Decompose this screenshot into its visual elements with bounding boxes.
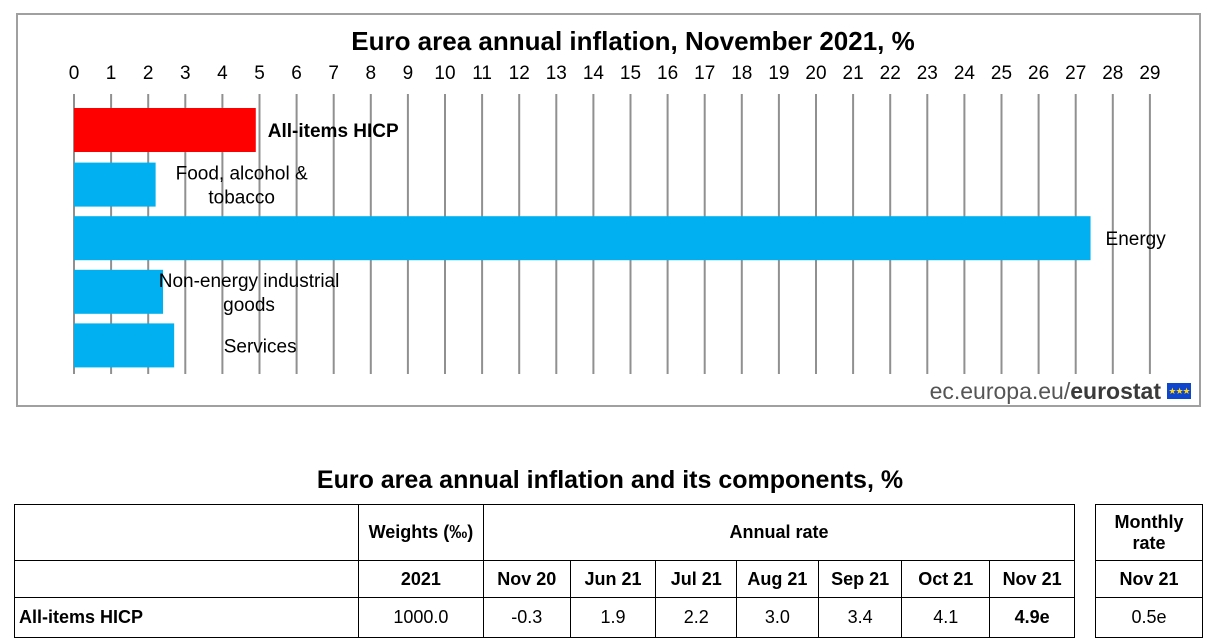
- source-credit-prefix: ec.europa.eu/: [929, 378, 1071, 404]
- x-tick-label: 23: [917, 63, 938, 84]
- x-tick-label: 14: [583, 63, 605, 84]
- x-tick-label: 2: [143, 63, 154, 84]
- x-tick-label: 19: [768, 63, 789, 84]
- x-tick-label: 9: [403, 63, 414, 84]
- x-tick-label: 22: [880, 63, 901, 84]
- annual-rate-cell: 2.2: [655, 597, 738, 638]
- bar: [74, 216, 1091, 261]
- x-tick-label: 11: [472, 63, 492, 84]
- x-tick-label: 21: [843, 63, 864, 84]
- row-weight: 1000.0: [357, 597, 484, 638]
- x-tick-label: 26: [1028, 63, 1049, 84]
- monthly-rate-header: Monthly rate: [1095, 504, 1203, 561]
- bar-label: goods: [223, 295, 275, 316]
- header-empty-cell: [14, 504, 359, 561]
- inflation-table: Weights (‰) Annual rate 2021 Nov 20 Jun 2…: [14, 504, 1076, 638]
- bar-label: Services: [224, 336, 297, 357]
- x-tick-label: 7: [328, 63, 339, 84]
- annual-rate-cell: 4.9e: [989, 597, 1075, 638]
- x-tick-label: 16: [657, 63, 678, 84]
- x-tick-label: 20: [805, 63, 826, 84]
- x-tick-label: 0: [69, 63, 80, 84]
- chart-frame: Euro area annual inflation, November 202…: [16, 13, 1201, 407]
- x-tick-label: 27: [1065, 63, 1086, 84]
- annual-rate-header: Annual rate: [482, 504, 1076, 561]
- x-tick-label: 17: [694, 63, 715, 84]
- month-header: Jun 21: [569, 560, 657, 598]
- bar-label: Non-energy industrial: [159, 271, 340, 292]
- monthly-rate-table: Monthly rate Nov 21 0.5e: [1095, 504, 1203, 638]
- bar-chart: Euro area annual inflation, November 202…: [69, 26, 1167, 374]
- x-tick-label: 28: [1102, 63, 1123, 84]
- x-tick-label: 13: [546, 63, 567, 84]
- month-header: Sep 21: [817, 560, 903, 598]
- annual-rate-cell: 1.9: [569, 597, 657, 638]
- x-tick-label: 1: [106, 63, 117, 84]
- weights-header: Weights (‰): [357, 504, 484, 561]
- x-tick-label: 3: [180, 63, 191, 84]
- annual-rate-cell: -0.3: [482, 597, 571, 638]
- x-tick-label: 15: [620, 63, 641, 84]
- x-tick-label: 29: [1139, 63, 1160, 84]
- x-tick-label: 10: [434, 63, 455, 84]
- x-tick-label: 6: [291, 63, 302, 84]
- month-header: Nov 21: [989, 560, 1075, 598]
- bar-label: tobacco: [208, 188, 275, 209]
- source-credit-brand: eurostat: [1070, 378, 1161, 404]
- eu-flag-icon: ★★★: [1167, 383, 1191, 399]
- bar-label: All-items HICP: [268, 121, 399, 142]
- x-tick-label: 24: [954, 63, 976, 84]
- month-header: Nov 20: [482, 560, 571, 598]
- subheader-empty-cell: [14, 560, 359, 598]
- bar: [74, 323, 175, 368]
- source-credit: ec.europa.eu/eurostat: [930, 378, 1161, 405]
- bar-label: Food, alcohol &: [176, 164, 308, 185]
- x-tick-label: 12: [509, 63, 530, 84]
- annual-rate-cell: 4.1: [901, 597, 991, 638]
- monthly-value: 0.5e: [1095, 597, 1203, 638]
- x-tick-label: 25: [991, 63, 1012, 84]
- annual-rate-cell: 3.0: [736, 597, 819, 638]
- month-header: Jul 21: [655, 560, 738, 598]
- bar-label: Energy: [1106, 229, 1167, 250]
- row-label: All-items HICP: [14, 597, 359, 638]
- weights-year: 2021: [357, 560, 484, 598]
- table-row: All-items HICP 1000.0 -0.3 1.9 2.2 3.0 3.4 4.…: [14, 597, 1075, 638]
- bar: [74, 269, 164, 314]
- annual-rate-cell: 3.4: [817, 597, 903, 638]
- bar: [74, 162, 156, 207]
- month-header-row: 2021 Nov 20 Jun 21 Jul 21 Aug 21 Sep 21 Oct 2…: [14, 560, 1075, 598]
- table-title: Euro area annual inflation and its compo…: [316, 466, 904, 494]
- chart-title: Euro area annual inflation, November 202…: [351, 26, 915, 56]
- month-header: Oct 21: [901, 560, 991, 598]
- bar: [74, 108, 256, 152]
- monthly-month: Nov 21: [1095, 560, 1203, 598]
- x-tick-label: 4: [217, 63, 228, 84]
- x-tick-label: 5: [254, 63, 265, 84]
- month-header: Aug 21: [736, 560, 819, 598]
- x-tick-label: 8: [366, 63, 377, 84]
- x-tick-label: 18: [731, 63, 752, 84]
